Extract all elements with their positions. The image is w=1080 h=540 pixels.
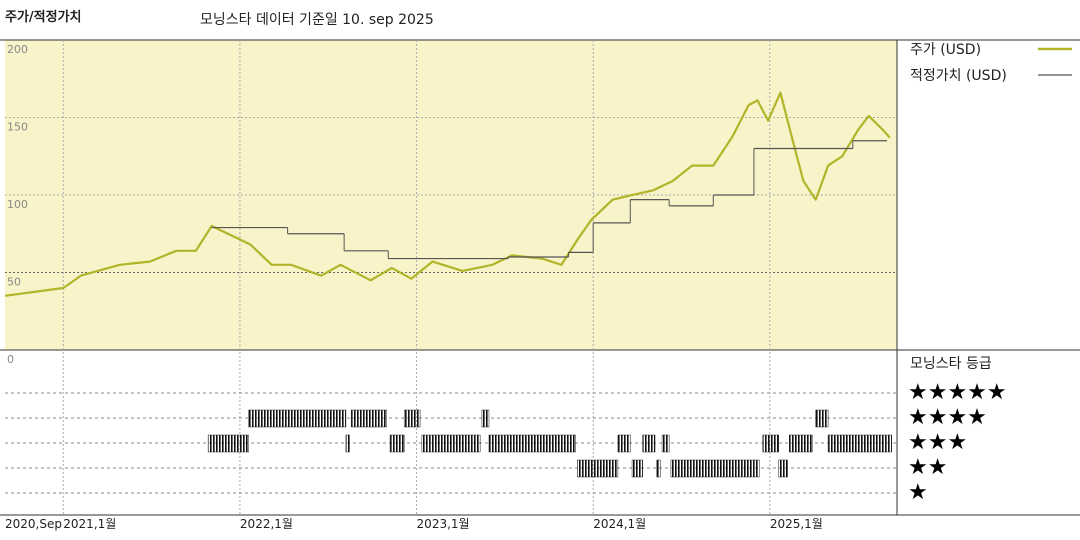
rating-bar [778, 459, 788, 478]
rating-label: ★★★★ [908, 405, 987, 430]
rating-bar [403, 409, 421, 428]
rating-bar [815, 409, 829, 428]
rating-title: 모닝스타 등급 [910, 356, 992, 372]
x-tick-label: 2022,1월 [240, 517, 293, 531]
x-tick-label: 2020,Sep [5, 517, 62, 531]
rating-bar [207, 434, 250, 453]
rating-bar [248, 409, 347, 428]
y-tick-label: 100 [7, 198, 28, 211]
rating-bar [617, 434, 631, 453]
rating-label: ★★★ [908, 430, 967, 455]
rating-label: ★ [908, 480, 928, 505]
y-tick-label: 0 [7, 353, 14, 366]
rating-bar [762, 434, 779, 453]
y-tick-label: 50 [7, 276, 21, 289]
rating-bar [350, 409, 387, 428]
rating-bar [631, 459, 643, 478]
y-tick-label: 150 [7, 121, 28, 134]
rating-bar [481, 409, 490, 428]
chart-subtitle: 모닝스타 데이터 기준일 10. sep 2025 [200, 12, 434, 28]
rating-bar [656, 459, 661, 478]
rating-label: ★★ [908, 455, 947, 480]
rating-bar [670, 459, 760, 478]
rating-bar [421, 434, 481, 453]
rating-bar [345, 434, 350, 453]
x-tick-label: 2024,1월 [593, 517, 646, 531]
x-tick-label: 2023,1월 [417, 517, 470, 531]
rating-bar [488, 434, 576, 453]
x-tick-label: 2025,1월 [770, 517, 823, 531]
legend-label: 적정가치 (USD) [910, 68, 1007, 84]
legend-label: 주가 (USD) [910, 42, 981, 58]
rating-bar [389, 434, 405, 453]
rating-bar [827, 434, 892, 453]
x-tick-label: 2021,1월 [63, 517, 116, 531]
rating-bar [577, 459, 619, 478]
rating-bar [661, 434, 670, 453]
rating-bar [789, 434, 813, 453]
rating-bar [642, 434, 656, 453]
y-tick-label: 200 [7, 43, 28, 56]
price-line [4, 91, 891, 297]
rating-label: ★★★★★ [908, 380, 1007, 405]
chart-title: 주가/적정가치 [5, 9, 82, 25]
